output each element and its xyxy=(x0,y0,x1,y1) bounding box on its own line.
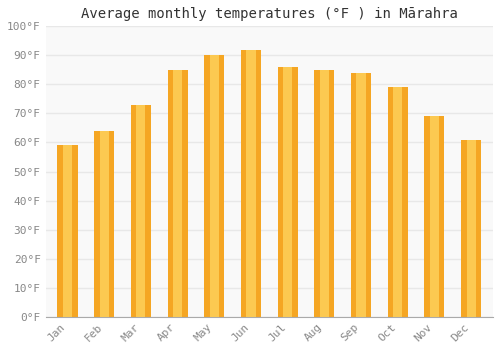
Bar xyxy=(241,49,261,317)
Bar xyxy=(461,140,481,317)
Bar xyxy=(63,145,72,317)
Bar xyxy=(351,73,371,317)
Bar xyxy=(278,67,297,317)
Bar xyxy=(314,70,334,317)
Bar xyxy=(320,70,329,317)
Bar xyxy=(94,131,114,317)
Bar xyxy=(356,73,366,317)
Title: Average monthly temperatures (°F ) in Mārahra: Average monthly temperatures (°F ) in Mā… xyxy=(81,7,458,21)
Bar xyxy=(393,87,402,317)
Bar xyxy=(131,105,151,317)
Bar xyxy=(283,67,292,317)
Bar xyxy=(136,105,145,317)
Bar xyxy=(430,116,439,317)
Bar xyxy=(424,116,444,317)
Bar xyxy=(466,140,475,317)
Bar xyxy=(100,131,109,317)
Bar xyxy=(246,49,256,317)
Bar xyxy=(388,87,408,317)
Bar xyxy=(204,55,225,317)
Bar xyxy=(173,70,182,317)
Bar xyxy=(210,55,219,317)
Bar xyxy=(58,145,78,317)
Bar xyxy=(168,70,188,317)
